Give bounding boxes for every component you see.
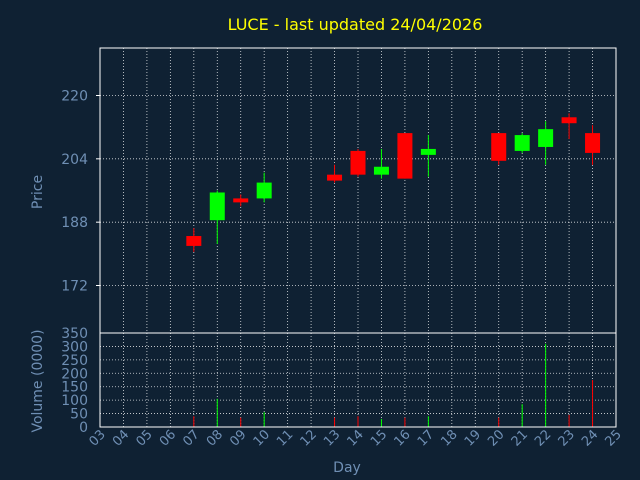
candle-body (397, 133, 413, 179)
price-tick-label: 172 (61, 279, 88, 295)
candle (233, 194, 249, 207)
candle-body (491, 133, 507, 161)
candle (373, 148, 389, 179)
volume-tick-label: 100 (61, 393, 88, 409)
chart-title: LUCE - last updated 24/04/2026 (228, 15, 483, 34)
candle-body (327, 174, 343, 181)
price-grid (99, 48, 617, 333)
volume-frame (99, 332, 617, 428)
candle (186, 228, 202, 252)
candle-body (561, 117, 577, 124)
volume-tick-label: 150 (61, 380, 88, 396)
price-panel: 172 188 204 220 (61, 47, 617, 334)
candle-body (350, 150, 366, 175)
candle (491, 133, 507, 165)
candle-body (514, 135, 530, 151)
x-axis-label: Day (333, 460, 361, 476)
price-tick-label: 220 (61, 89, 88, 105)
x-tick-labels: 03 04 05 06 07 08 09 10 11 12 13 14 15 16 17 18 19 20 21 22… (87, 427, 625, 449)
candle (397, 133, 413, 179)
volume-tick-label: 250 (61, 353, 88, 369)
volume-tick-label: 50 (70, 407, 88, 423)
candle (585, 125, 601, 165)
volume-axis-label: Volume (0000) (30, 329, 46, 432)
candle (561, 113, 577, 140)
price-axis-label: Price (30, 175, 46, 209)
volume-tick-label: 300 (61, 339, 88, 355)
candle (327, 164, 343, 183)
candle-body (186, 236, 202, 246)
candle-body (373, 166, 389, 175)
candle-body (538, 129, 554, 147)
candle (514, 133, 530, 153)
price-tick-label: 204 (61, 152, 88, 168)
candle (538, 121, 554, 165)
candle-body (420, 148, 436, 155)
candle (209, 190, 225, 244)
volume-tick-label: 350 (61, 326, 88, 342)
volume-tick-label: 200 (61, 366, 88, 382)
candle-body (585, 133, 601, 153)
candle-body (256, 182, 272, 199)
candle (420, 135, 436, 177)
price-tick-label: 188 (61, 215, 88, 231)
candle (256, 172, 272, 203)
candle (350, 148, 366, 177)
candle-body (233, 198, 249, 203)
candle-body (209, 192, 225, 221)
volume-tick-label: 0 (79, 420, 88, 436)
